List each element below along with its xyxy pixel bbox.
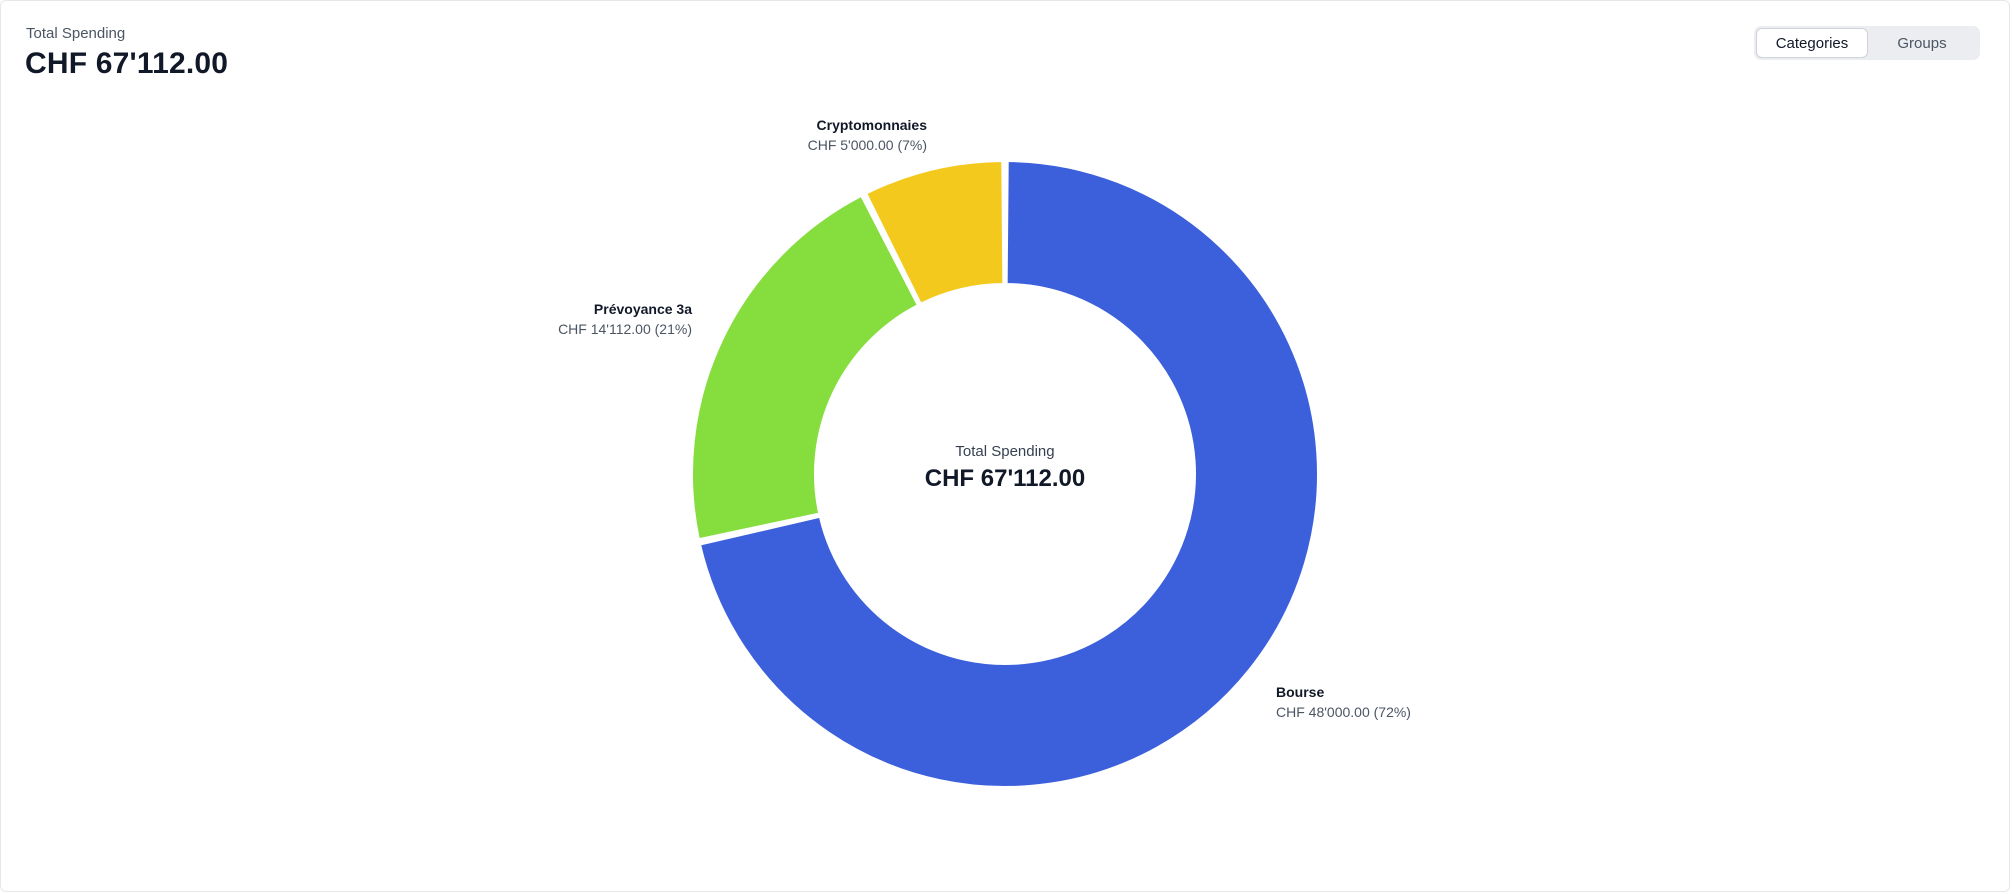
slice-label-name: Prévoyance 3a [594,301,692,317]
center-total-value: CHF 67'112.00 [925,465,1085,492]
donut-slice-bourse[interactable] [699,160,1319,788]
slice-label-name: Cryptomonnaies [817,117,928,133]
slice-label-value: CHF 5'000.00 (7%) [808,137,927,153]
view-toggle: Categories Groups [1754,26,1980,60]
total-spending-value: CHF 67'112.00 [25,47,229,80]
donut-slice-cryptomonnaies[interactable] [865,160,1005,305]
donut-slice-pr-voyance-3a[interactable] [691,194,919,541]
total-spending-label: Total Spending [26,25,126,42]
slice-label-value: CHF 48'000.00 (72%) [1276,704,1411,720]
toggle-categories-button[interactable]: Categories [1757,29,1867,57]
center-total-label: Total Spending [955,443,1054,460]
slice-label-name: Bourse [1276,684,1324,700]
toggle-groups-button[interactable]: Groups [1867,29,1977,57]
slice-label-value: CHF 14'112.00 (21%) [558,321,692,337]
